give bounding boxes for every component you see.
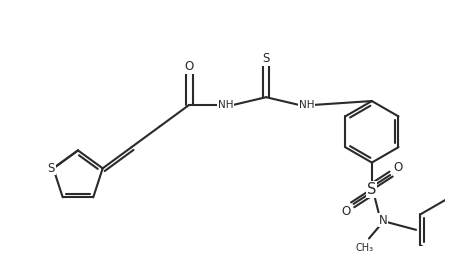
Text: NH: NH xyxy=(218,100,233,110)
Text: N: N xyxy=(379,214,388,227)
Text: O: O xyxy=(393,161,402,174)
Text: S: S xyxy=(48,162,55,175)
Text: O: O xyxy=(341,205,350,218)
Text: S: S xyxy=(367,182,376,197)
Text: O: O xyxy=(185,60,194,73)
Text: CH₃: CH₃ xyxy=(355,243,373,253)
Text: NH: NH xyxy=(299,100,314,110)
Text: S: S xyxy=(262,52,270,65)
